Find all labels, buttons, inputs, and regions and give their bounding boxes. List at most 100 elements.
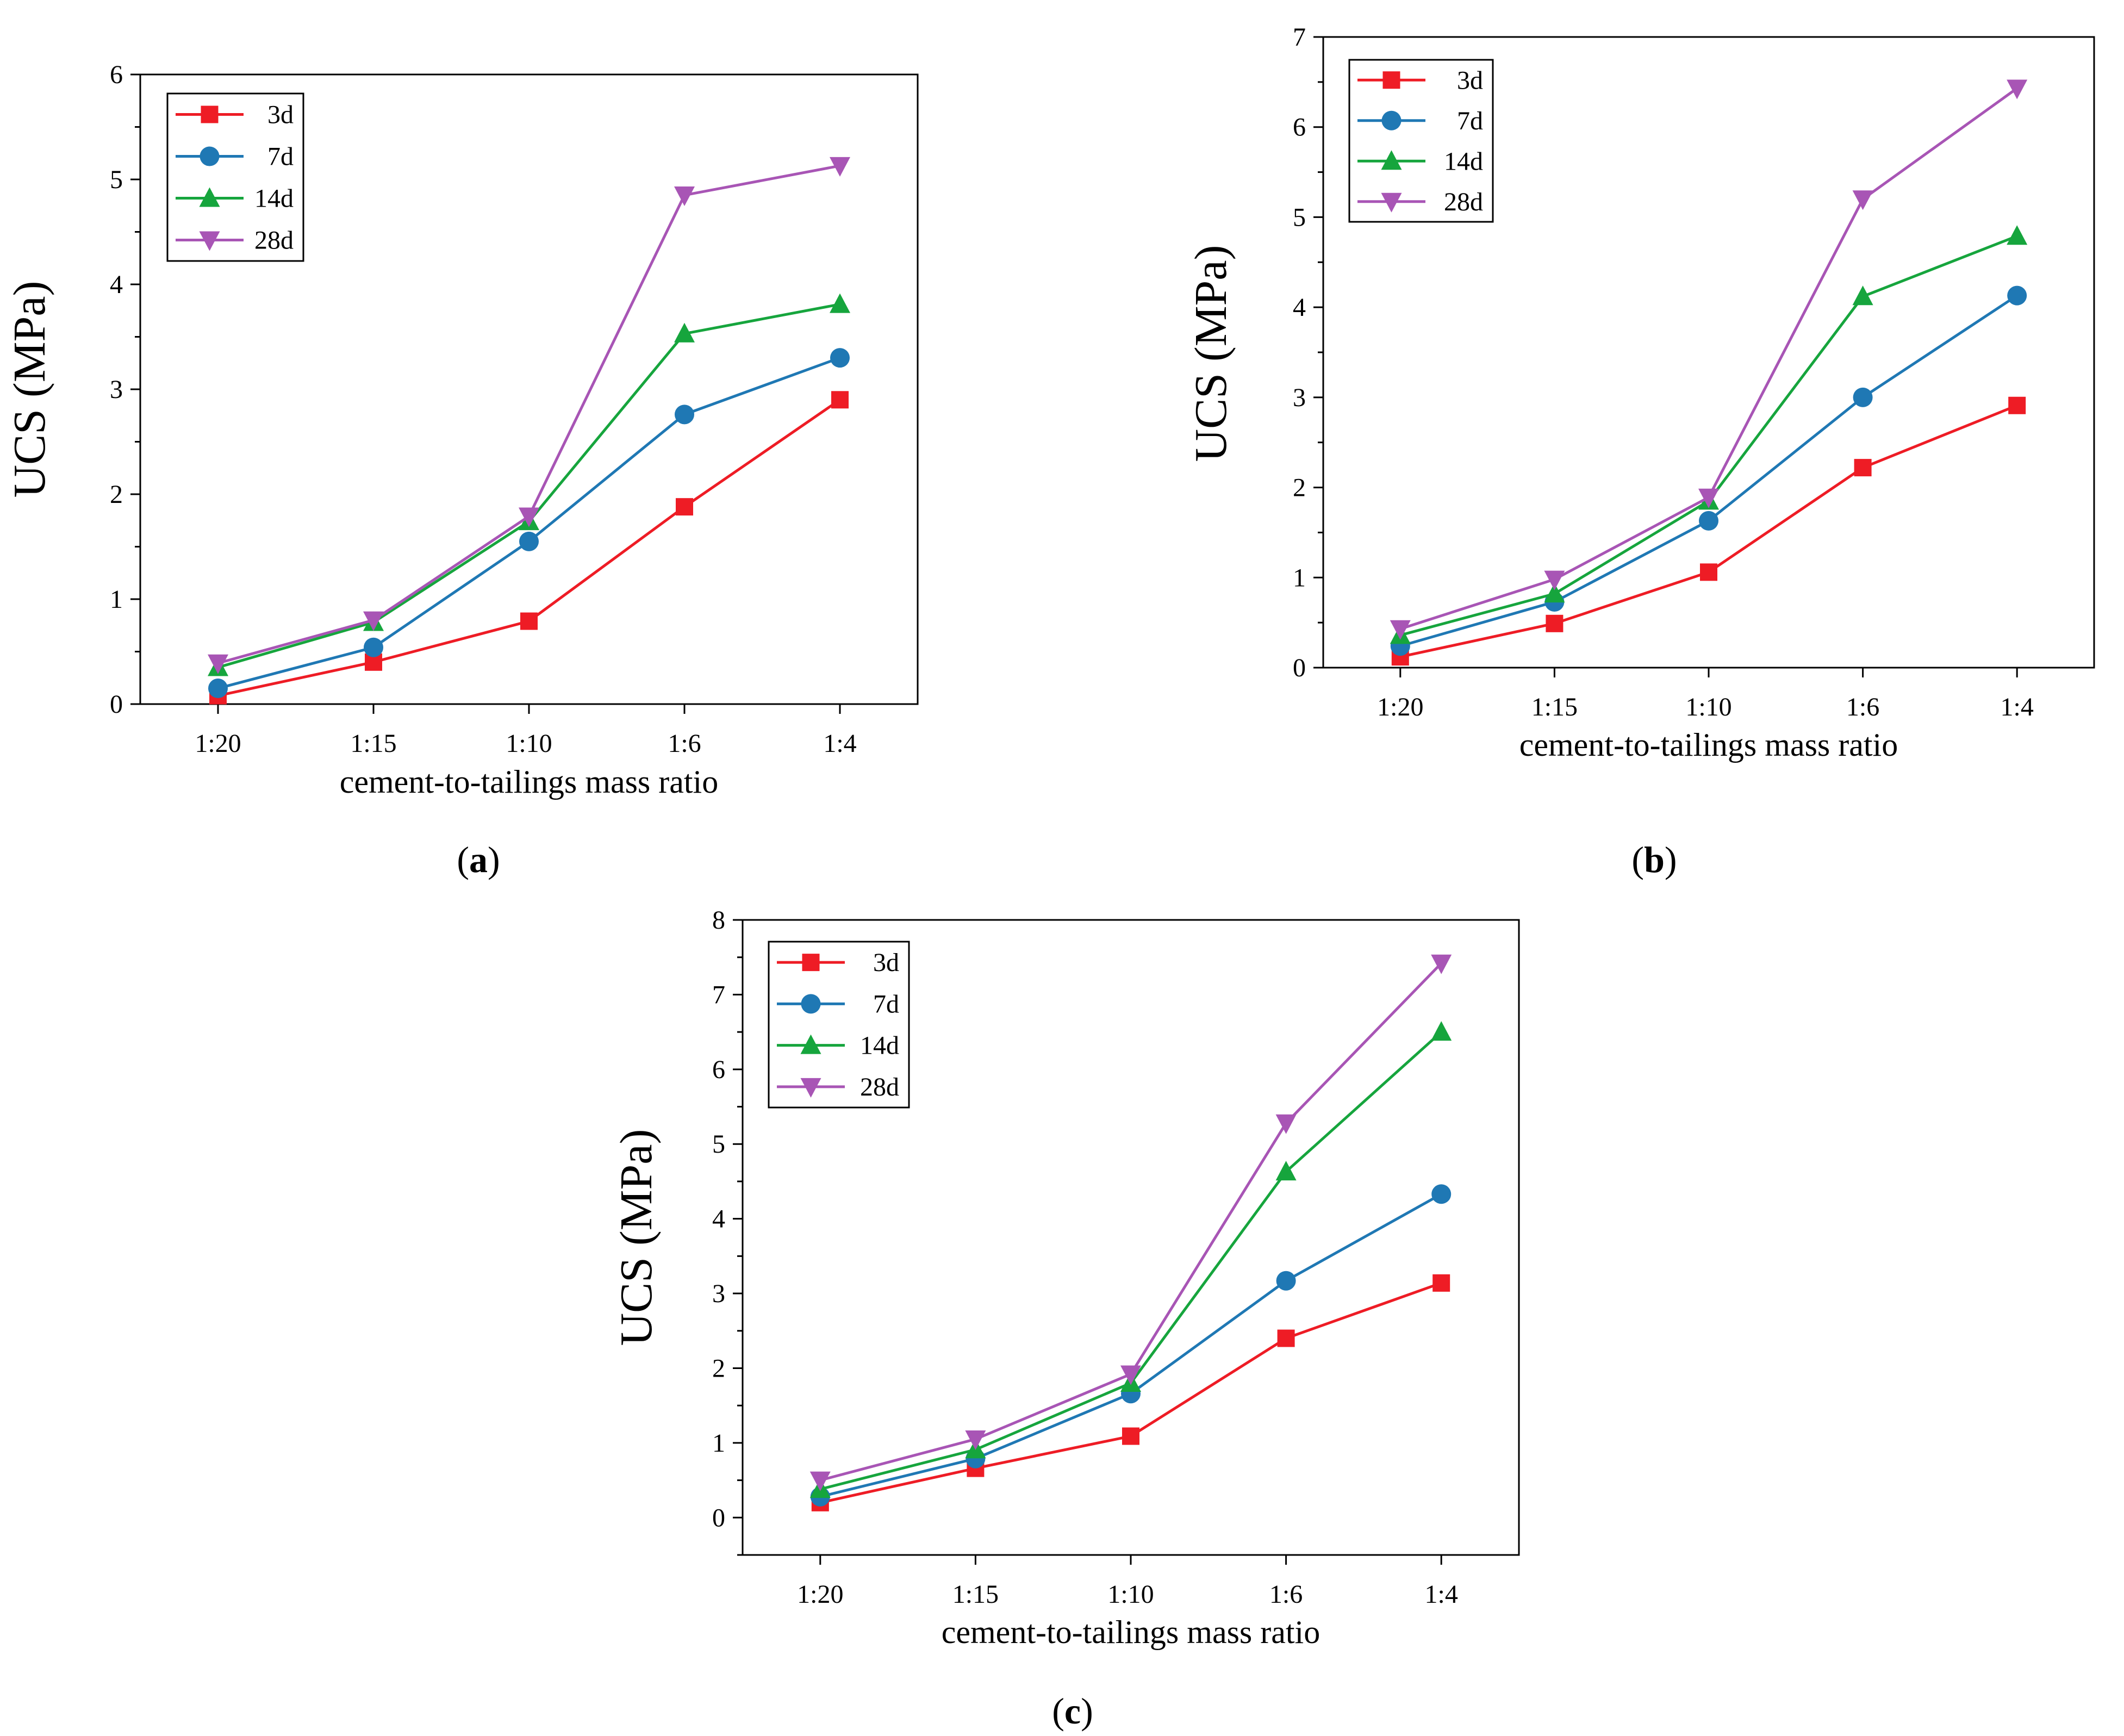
legend-swatch-marker <box>1382 71 1400 89</box>
series-7d <box>810 1184 1452 1507</box>
data-point-3d <box>1432 1274 1450 1292</box>
charts-layer: 0 1 2 3 4 5 6 1:20 1:15 1:10 1:6 1:4 cement-to-taili… <box>4 23 2095 1732</box>
x-tick-label: 1:4 <box>1425 1580 1458 1609</box>
y-tick-label: 8 <box>712 906 725 935</box>
y-tick-label: 2 <box>712 1354 725 1383</box>
legend-swatch-marker <box>800 1078 821 1098</box>
legend-label: 14d <box>860 1031 899 1060</box>
data-point-3d <box>676 498 693 516</box>
chart-c: 0 1 2 3 4 5 6 7 8 1:20 1:15 1:10 1:6 1:4 cement-to-tai… <box>611 906 1520 1732</box>
data-point-28d <box>1544 570 1565 590</box>
data-point-3d <box>1854 459 1872 477</box>
panel-label-open: ( <box>1631 839 1644 880</box>
legend: 3d 7d 14d 28d <box>768 941 910 1109</box>
legend: 3d 7d 14d 28d <box>1348 59 1494 223</box>
legend-item-7d: 7d <box>1357 107 1483 135</box>
data-point-14d <box>674 322 695 343</box>
legend-swatch-marker <box>1381 192 1402 213</box>
x-tick-label: 1:15 <box>1531 693 1578 721</box>
x-tick-label: 1:20 <box>195 729 241 758</box>
legend-label: 7d <box>1457 107 1483 135</box>
x-tick-label: 1:20 <box>1377 693 1423 721</box>
series-28d <box>809 954 1452 1491</box>
y-tick-label: 6 <box>110 60 123 89</box>
x-tick-label: 1:10 <box>1685 693 1731 721</box>
data-point-28d <box>363 611 384 631</box>
y-tick-label: 0 <box>1293 654 1306 682</box>
panel-label-letter: a <box>469 839 488 880</box>
y-tick-label: 3 <box>110 375 123 404</box>
y-tick-label: 6 <box>712 1055 725 1084</box>
x-axis-title: cement-to-tailings mass ratio <box>942 1614 1320 1650</box>
data-point-3d <box>1546 614 1564 632</box>
x-tick-label: 1:4 <box>2001 693 2034 721</box>
legend-label: 14d <box>254 184 294 213</box>
data-point-7d <box>1699 511 1718 531</box>
legend-swatch-marker <box>1381 150 1402 170</box>
legend-box <box>1348 59 1494 223</box>
y-tick-label: 4 <box>110 270 123 299</box>
series-3d <box>209 391 849 705</box>
legend-item-3d: 3d <box>777 948 899 977</box>
y-tick-label: 0 <box>110 690 123 719</box>
series-7d <box>1390 285 2027 656</box>
data-point-7d <box>364 637 383 657</box>
y-tick-label: 7 <box>712 980 725 1009</box>
legend-item-28d: 28d <box>1357 188 1483 216</box>
legend-label: 7d <box>267 142 294 171</box>
legend-swatch-marker <box>801 994 821 1014</box>
legend-swatch-marker <box>200 146 220 166</box>
legend-item-3d: 3d <box>1357 66 1483 95</box>
legend-label: 28d <box>1444 188 1483 216</box>
data-point-28d <box>1852 190 1873 210</box>
legend-label: 28d <box>860 1073 899 1102</box>
legend: 3d 7d 14d 28d <box>166 92 304 262</box>
legend-box <box>768 941 910 1109</box>
data-point-28d <box>2007 79 2028 99</box>
y-tick-label: 7 <box>1293 23 1306 52</box>
y-tick-label: 1 <box>1293 563 1306 592</box>
panel-label-open: ( <box>457 839 469 880</box>
y-tick-label: 4 <box>712 1205 725 1234</box>
data-point-28d <box>830 157 850 177</box>
y-tick-label: 1 <box>712 1429 725 1458</box>
legend-swatch-marker <box>199 187 220 207</box>
data-point-28d <box>519 507 539 527</box>
legend-swatch-marker <box>201 105 219 123</box>
x-tick-label: 1:6 <box>1269 1580 1303 1609</box>
legend-label: 3d <box>873 948 899 977</box>
data-point-14d <box>2007 225 2028 245</box>
data-point-7d <box>1276 1271 1296 1291</box>
data-point-14d <box>830 293 850 313</box>
data-point-7d <box>519 531 539 551</box>
y-tick-label: 2 <box>1293 474 1306 502</box>
panel-label-close: ) <box>488 839 500 880</box>
legend-item-7d: 7d <box>777 990 899 1018</box>
legend-item-7d: 7d <box>176 142 294 171</box>
data-point-28d <box>1390 620 1411 640</box>
x-tick-label: 1:20 <box>797 1580 843 1609</box>
legend-swatch-marker <box>802 954 820 972</box>
panel-label: (a) <box>457 839 500 880</box>
x-tick-label: 1:4 <box>823 729 856 758</box>
legend-box <box>166 92 304 262</box>
data-point-3d <box>2008 396 2026 414</box>
data-point-28d <box>208 654 228 674</box>
panel-label-letter: b <box>1644 839 1665 880</box>
data-point-3d <box>520 612 538 630</box>
data-point-28d <box>1120 1365 1141 1385</box>
x-axis-title: cement-to-tailings mass ratio <box>340 764 718 800</box>
y-axis-title: UCS (MPa) <box>4 281 55 497</box>
legend-label: 3d <box>1457 66 1483 95</box>
chart-a: 0 1 2 3 4 5 6 1:20 1:15 1:10 1:6 1:4 cement-to-taili… <box>4 60 919 880</box>
x-tick-label: 1:6 <box>1846 693 1879 721</box>
panel-label: (b) <box>1631 839 1677 880</box>
data-point-7d <box>2007 285 2027 306</box>
legend-swatch-marker <box>1381 110 1402 130</box>
y-tick-label: 3 <box>712 1279 725 1308</box>
data-point-7d <box>675 405 694 425</box>
y-tick-label: 5 <box>712 1130 725 1159</box>
legend-label: 3d <box>267 101 294 129</box>
panel-label-open: ( <box>1052 1690 1064 1732</box>
